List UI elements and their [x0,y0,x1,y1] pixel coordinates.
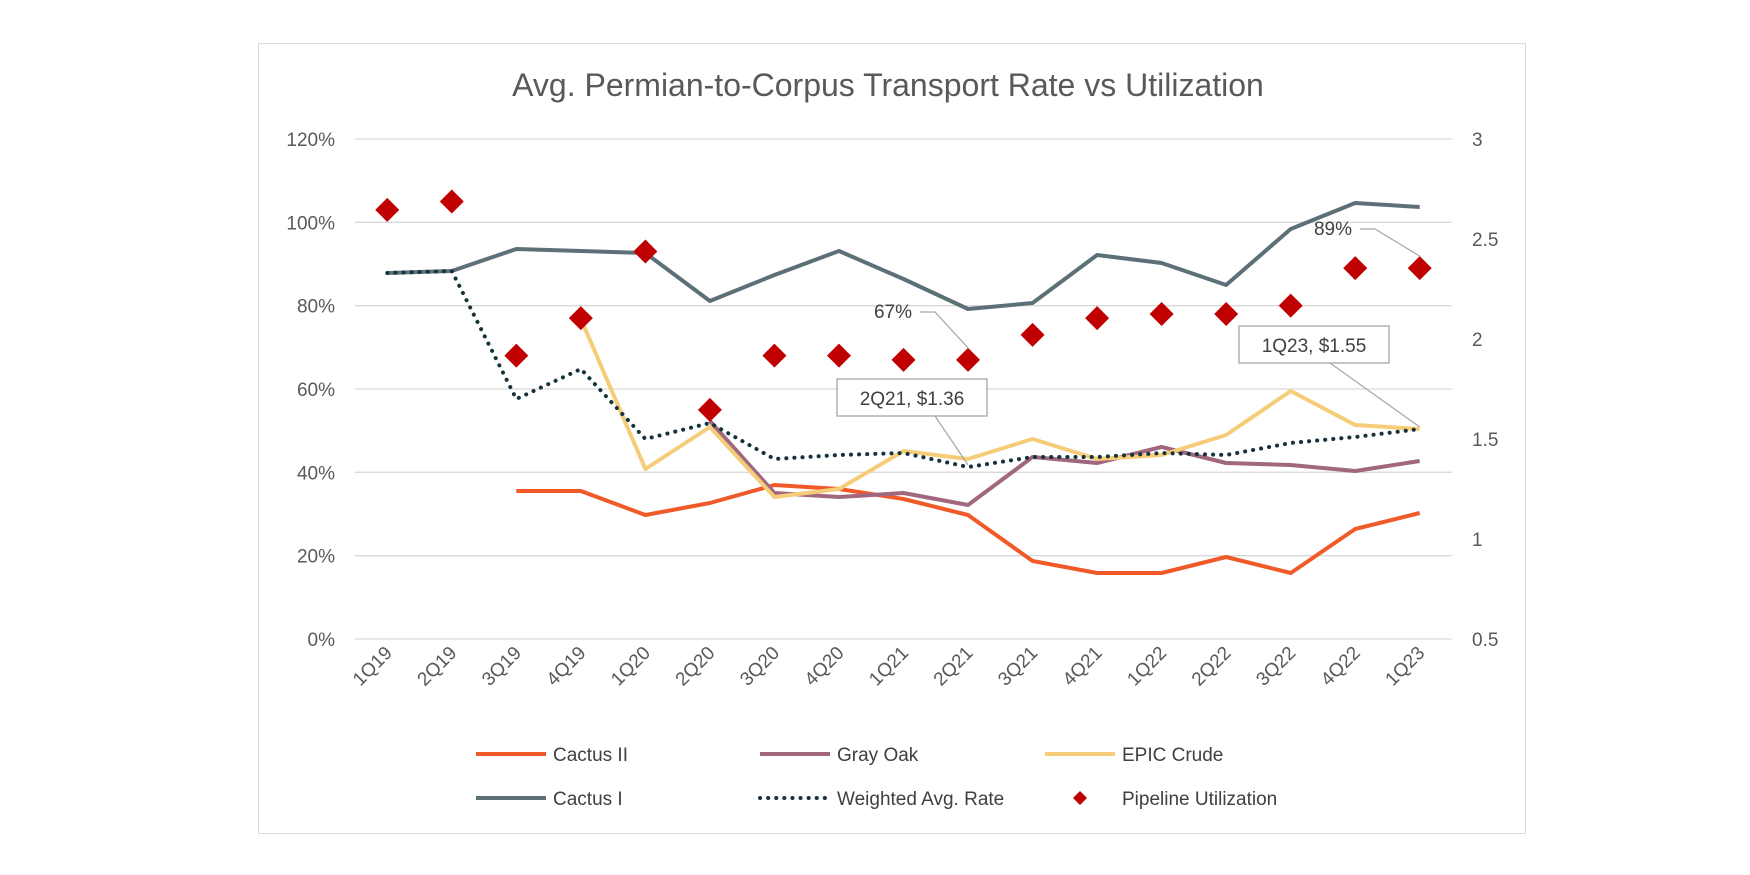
legend-label: Pipeline Utilization [1122,789,1277,810]
x-tick-label: 2Q21 [930,643,978,691]
x-tick-label: 2Q20 [672,643,720,691]
data-point [1085,306,1110,331]
legend-label: Gray Oak [837,745,919,766]
series [375,189,1432,575]
y-left-tick-label: 20% [297,547,335,568]
y-left-tick-label: 120% [286,130,335,151]
annotation-label: 1Q23, $1.55 [1262,336,1367,357]
y-axis-left: 0% 20% 40% 60% 80% 100% 120% [286,130,335,651]
chart-frame [258,43,1526,834]
legend-marker [1073,791,1087,805]
y-right-tick-label: 0.5 [1472,630,1498,651]
annotation-67: 67% [874,302,969,349]
x-tick-label: 1Q19 [349,643,397,691]
data-point [1407,256,1432,281]
data-point [439,189,464,214]
annotation-1q23-1-55: 1Q23, $1.55 [1238,325,1421,428]
y-left-tick-label: 40% [297,463,335,484]
series-epic-crude [579,318,1420,499]
data-point [633,239,658,264]
series-line [516,483,1421,575]
series-line [387,201,1420,311]
series-pipeline-utilization [375,189,1432,422]
data-point [568,306,593,331]
series-line [579,318,1420,499]
y-axis-right: 0.5 1 1.5 2 2.5 3 [1472,130,1498,651]
series-gray-oak [708,419,1421,507]
data-point [375,197,400,222]
x-tick-label: 2Q22 [1188,643,1236,691]
legend-item-cactus-ii: Cactus II [476,745,628,766]
y-left-tick-label: 100% [286,213,335,234]
annotation-label: 89% [1314,219,1352,240]
y-right-tick-label: 1.5 [1472,430,1498,451]
legend-label: Cactus I [553,789,623,810]
x-tick-label: 3Q20 [736,643,784,691]
data-point [762,343,787,368]
legend-item-cactus-i: Cactus I [476,789,623,810]
series-cactus-ii [516,483,1421,575]
x-tick-label: 3Q22 [1252,643,1300,691]
y-left-tick-label: 60% [297,380,335,401]
legend-item-gray-oak: Gray Oak [760,745,919,766]
series-cactus-i [387,201,1420,311]
x-tick-label: 1Q21 [865,643,913,691]
y-left-tick-label: 0% [308,630,336,651]
legend-item-epic-crude: EPIC Crude [1045,745,1223,766]
data-point [1278,293,1303,318]
y-left-tick-label: 80% [297,297,335,318]
legend-item-weighted-avg-rate: Weighted Avg. Rate [758,789,1004,810]
legend-label: Cactus II [553,745,628,766]
y-right-tick-label: 2 [1472,330,1483,351]
data-point [826,343,851,368]
x-tick-label: 4Q22 [1317,643,1365,691]
series-line [708,419,1421,507]
legend-label: EPIC Crude [1122,745,1223,766]
annotation-box [836,378,988,417]
x-tick-label: 2Q19 [414,643,462,691]
x-axis: 1Q19 2Q19 3Q19 4Q19 1Q20 2Q20 3Q20 4Q20 1Q21 2Q21… [349,643,1429,691]
legend-label: Weighted Avg. Rate [837,789,1004,810]
x-tick-label: 3Q21 [994,643,1042,691]
leader-line [934,415,969,466]
annotation-2q21-1-36: 2Q21, $1.36 [836,378,988,466]
legend: Cactus II Gray Oak EPIC Crude Cactus I Weigh… [476,745,1277,810]
leader-line [920,311,969,349]
gridlines [355,138,1452,640]
data-point [1149,302,1174,326]
x-tick-label: 4Q20 [801,643,849,691]
data-point [504,343,529,368]
y-right-tick-label: 3 [1472,130,1483,151]
x-tick-label: 4Q19 [543,643,591,691]
x-tick-label: 3Q19 [478,643,526,691]
x-tick-label: 1Q22 [1123,643,1171,691]
leader-line [1360,228,1421,257]
data-point [891,347,916,372]
y-right-tick-label: 2.5 [1472,230,1498,251]
annotation-label: 2Q21, $1.36 [860,389,965,410]
annotation-box [1238,325,1390,364]
x-tick-label: 1Q20 [607,643,655,691]
annotations: 67% 89% 2Q21, $1.36 1Q23, $1.55 [836,219,1421,466]
data-point [1020,322,1045,347]
legend-item-pipeline-utilization: Pipeline Utilization [1073,789,1277,810]
annotation-label: 67% [874,302,912,323]
leader-line [1329,362,1421,428]
x-tick-label: 1Q23 [1382,643,1430,691]
data-point [697,397,722,422]
data-point [1214,302,1239,326]
data-point [956,347,981,372]
data-point [1343,256,1368,281]
chart-title: Avg. Permian-to-Corpus Transport Rate vs… [512,67,1264,103]
x-tick-label: 4Q21 [1059,643,1107,691]
annotation-89: 89% [1314,219,1421,257]
y-right-tick-label: 1 [1472,530,1483,551]
